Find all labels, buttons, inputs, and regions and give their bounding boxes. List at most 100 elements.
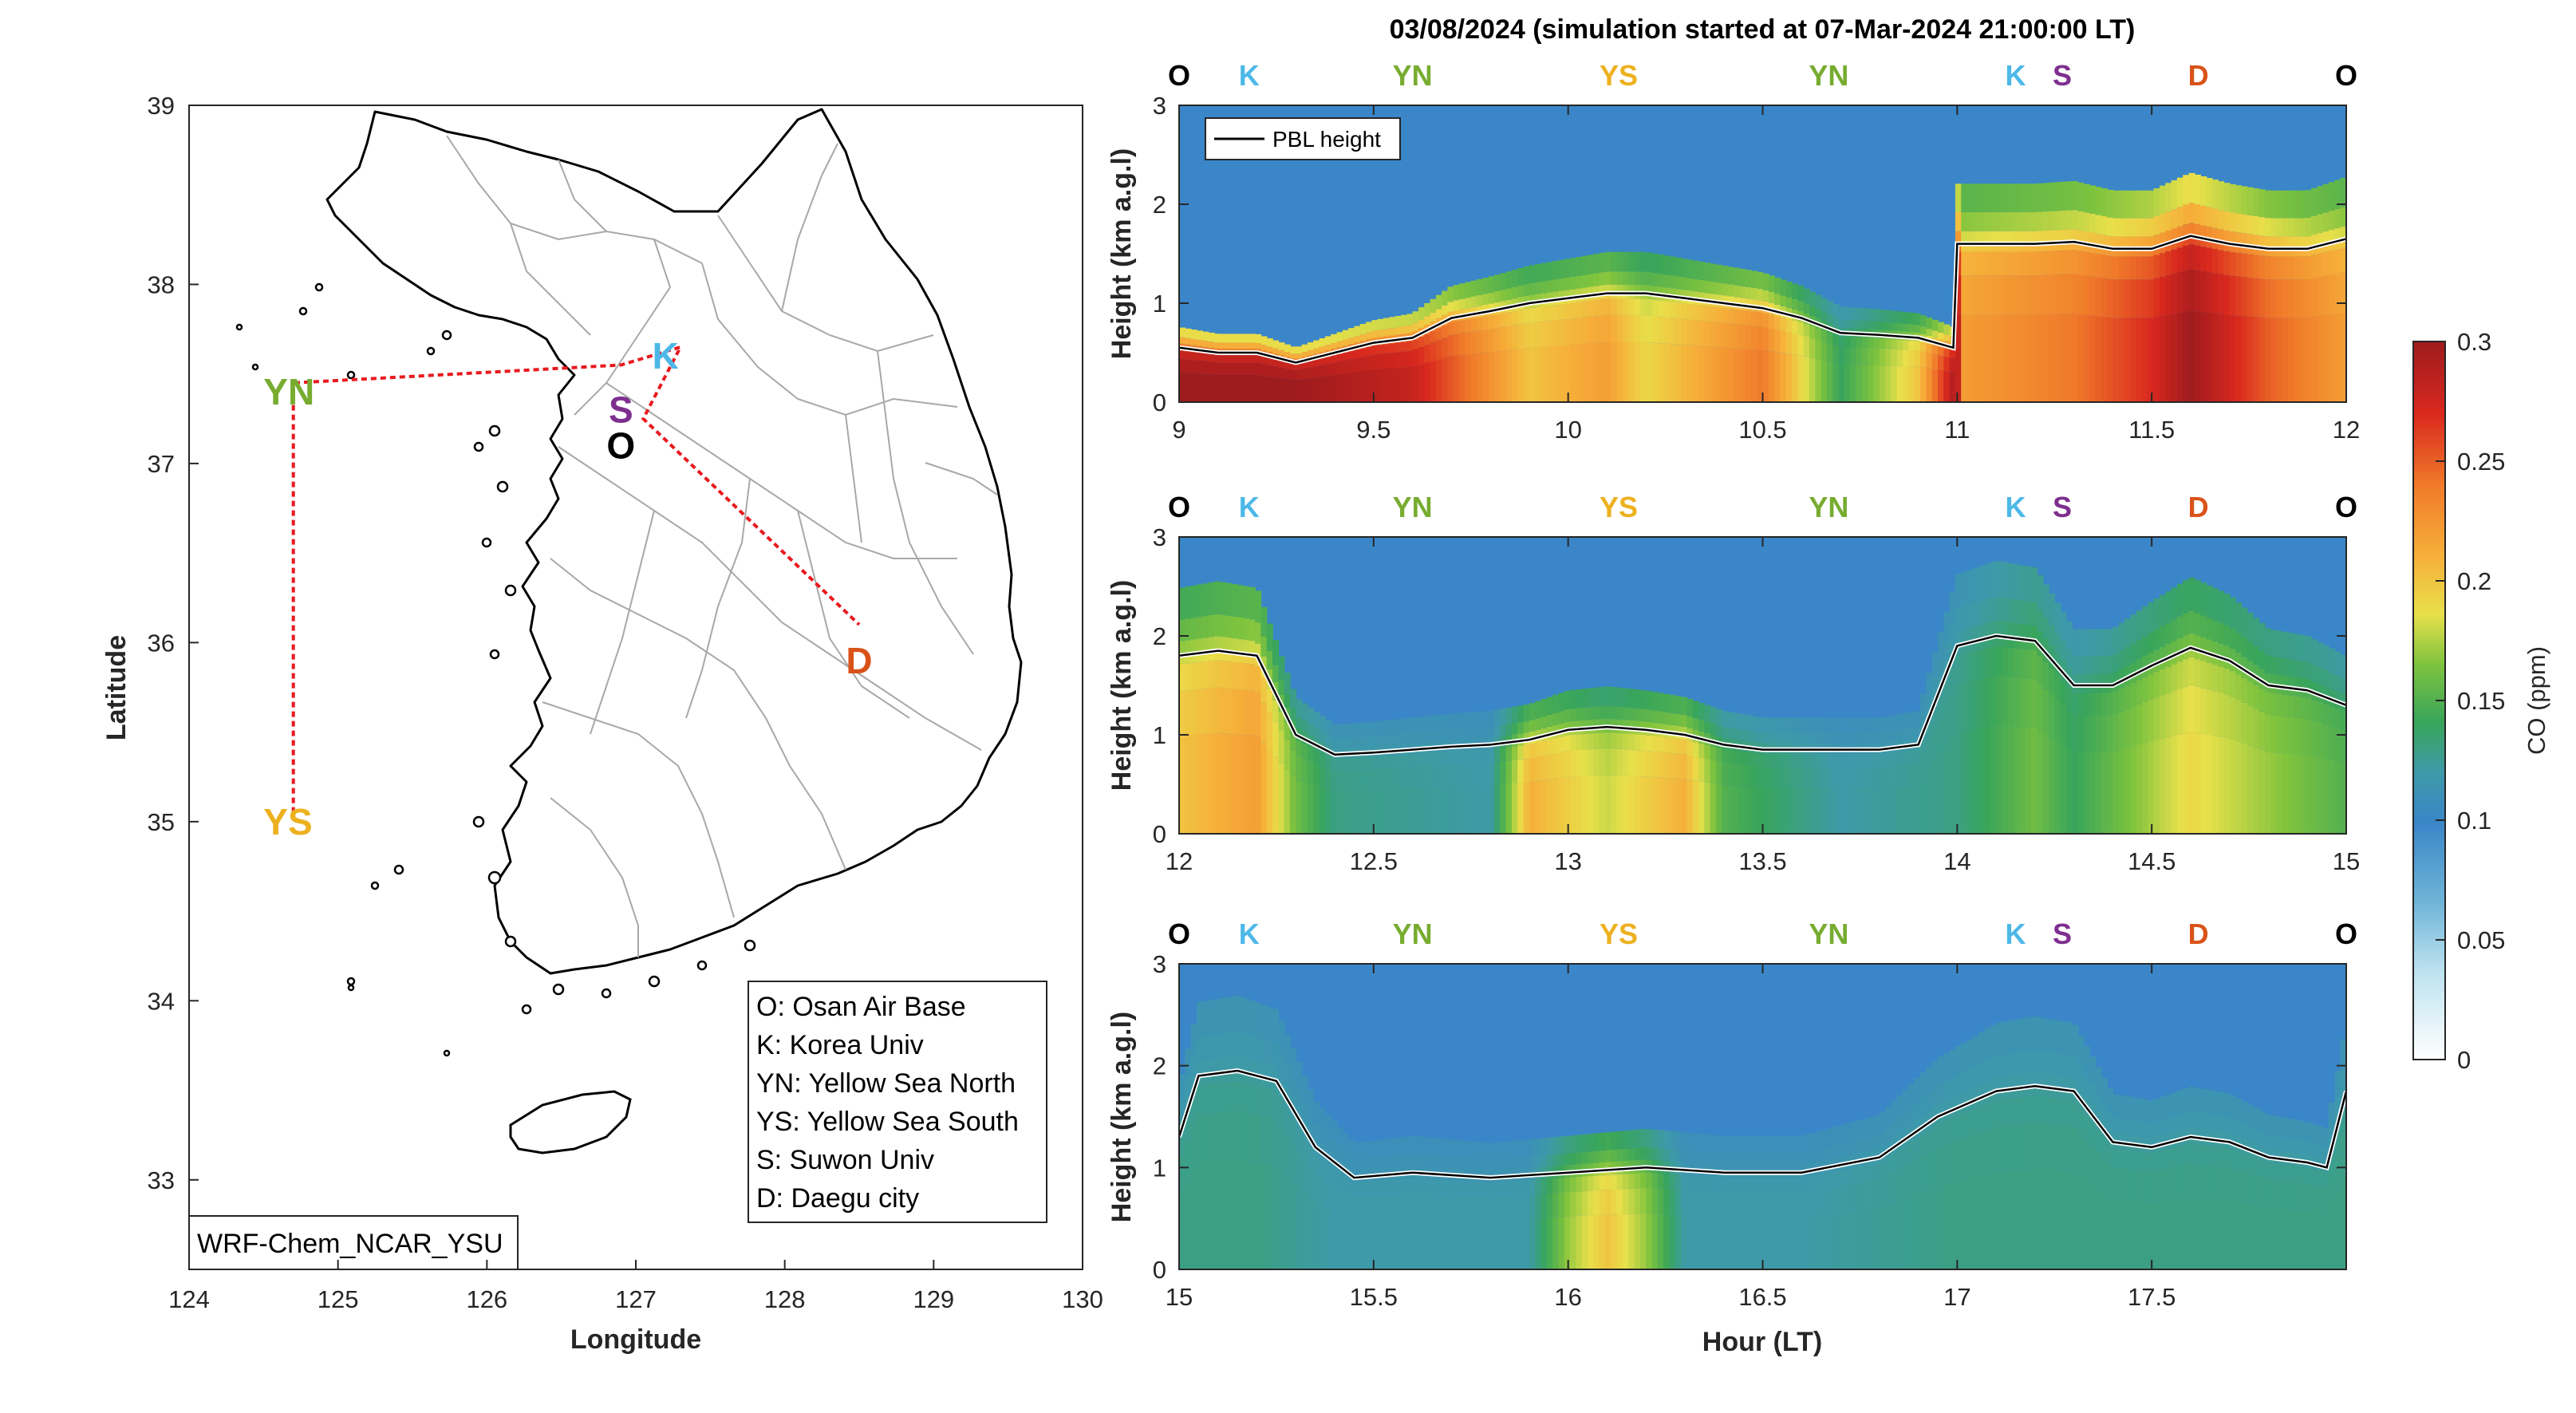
co-cell [1663, 1148, 1671, 1161]
co-cell [2148, 1202, 2155, 1269]
co-cell [1715, 708, 1723, 726]
co-cell [1908, 312, 1915, 325]
co-cell [1459, 1157, 1466, 1169]
co-cell [1359, 1158, 1367, 1170]
co-cell [1313, 711, 1320, 728]
co-cell [1844, 1184, 1852, 1212]
co-cell [1914, 1103, 1921, 1120]
co-cell [1272, 1090, 1280, 1119]
co-cell [1604, 1214, 1612, 1269]
co-cell [2072, 629, 2079, 656]
co-cell [1284, 1133, 1291, 1176]
co-cell [2223, 211, 2231, 231]
co-cell [1529, 720, 1537, 732]
co-cell [1523, 744, 1530, 760]
co-cell [1231, 661, 1238, 689]
co-cell [1185, 359, 1192, 373]
site-marker-s: S [2053, 918, 2072, 950]
co-cell [2130, 662, 2137, 675]
co-cell [1681, 318, 1688, 345]
co-cell [1669, 724, 1676, 733]
co-cell [2019, 211, 2026, 231]
co-cell [1511, 1168, 1519, 1177]
co-cell [2089, 1056, 2097, 1085]
co-cell [1546, 1137, 1553, 1155]
co-cell [2311, 317, 2318, 402]
co-cell [2077, 1108, 2085, 1135]
co-cell [1529, 1194, 1537, 1218]
co-cell [2287, 279, 2294, 318]
co-cell [1651, 1159, 1659, 1169]
co-cell [1686, 780, 1694, 834]
co-cell [2089, 715, 2097, 752]
co-cell [1931, 345, 1939, 355]
co-cell [2060, 641, 2067, 661]
co-cell [1470, 712, 1477, 728]
co-cell [2258, 711, 2266, 750]
co-cell [2136, 279, 2143, 318]
model-label-box [188, 1215, 519, 1270]
co-cell [1844, 743, 1852, 750]
co-cell [2322, 686, 2329, 698]
co-cell [1296, 346, 1303, 354]
co-cell [1494, 784, 1501, 834]
co-cell [1482, 1218, 1489, 1269]
co-cell [1604, 1190, 1612, 1215]
co-cell [2054, 1052, 2061, 1075]
co-cell [1861, 1166, 1868, 1182]
co-cell [1792, 1153, 1799, 1166]
co-cell [1733, 785, 1741, 834]
co-cell [1978, 624, 1986, 640]
co-cell [2329, 314, 2336, 402]
co-cell [2112, 218, 2120, 237]
co-cell [1868, 732, 1875, 744]
y-axis-label-3: Height (km a.g.l) [1107, 1012, 1137, 1222]
co-cell [2083, 251, 2090, 276]
co-cell [1395, 1154, 1402, 1166]
co-cell [1967, 570, 1974, 605]
co-cell [1698, 320, 1706, 346]
co-cell [1237, 342, 1245, 349]
co-cell [2241, 1138, 2248, 1148]
co-cell [1331, 355, 1338, 363]
co-cell [1611, 687, 1618, 707]
co-cell [2107, 278, 2114, 318]
co-cell [1722, 749, 1729, 763]
co-cell [2252, 1158, 2260, 1176]
co-cell [1996, 1126, 2003, 1171]
co-cell [1780, 306, 1787, 314]
co-cell [2183, 1088, 2190, 1112]
co-cell [1576, 1215, 1583, 1269]
co-cell [1937, 658, 1945, 677]
site-legend-entry: YN: Yellow Sea North [756, 1068, 1016, 1099]
co-cell [1792, 1191, 1799, 1217]
co-cell [1675, 1214, 1682, 1269]
co-cell [2305, 190, 2312, 218]
co-cell [1470, 1158, 1477, 1170]
co-cell [2153, 1135, 2160, 1147]
co-cell [1225, 637, 1233, 653]
co-cell [2042, 584, 2049, 618]
co-cell [1517, 1180, 1525, 1195]
co-cell [1710, 1164, 1717, 1172]
co-cell [1762, 1172, 1769, 1178]
co-cell [2065, 314, 2073, 402]
co-cell [1511, 349, 1519, 402]
co-cell [1628, 720, 1635, 729]
co-cell [1657, 711, 1664, 724]
co-cell [1324, 357, 1331, 365]
co-cell [2200, 238, 2207, 247]
co-cell [1908, 763, 1915, 786]
co-cell [2340, 677, 2346, 694]
co-cell [1639, 1167, 1647, 1173]
co-cell [2194, 1127, 2201, 1139]
co-cell [1774, 304, 1781, 312]
co-cell [1809, 766, 1817, 788]
co-cell [1529, 1217, 1537, 1269]
co-cell [1505, 288, 1513, 300]
co-cell [1243, 1072, 1250, 1083]
co-cell [1943, 1183, 1951, 1269]
co-cell [1733, 764, 1741, 786]
co-cell [1949, 1182, 1956, 1269]
co-cell [1284, 379, 1291, 402]
